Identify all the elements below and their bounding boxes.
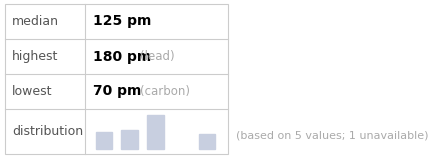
Text: (lead): (lead) <box>140 50 175 63</box>
FancyBboxPatch shape <box>95 132 112 149</box>
Text: 180 pm: 180 pm <box>93 49 151 63</box>
FancyBboxPatch shape <box>5 4 228 154</box>
FancyBboxPatch shape <box>121 130 138 149</box>
Text: lowest: lowest <box>12 85 53 98</box>
Text: median: median <box>12 15 59 28</box>
FancyBboxPatch shape <box>147 115 164 149</box>
FancyBboxPatch shape <box>199 134 215 149</box>
Text: (carbon): (carbon) <box>140 85 190 98</box>
Text: 70 pm: 70 pm <box>93 84 141 98</box>
Text: 125 pm: 125 pm <box>93 14 152 28</box>
Text: highest: highest <box>12 50 58 63</box>
Text: (based on 5 values; 1 unavailable): (based on 5 values; 1 unavailable) <box>236 131 428 141</box>
Text: distribution: distribution <box>12 125 83 138</box>
